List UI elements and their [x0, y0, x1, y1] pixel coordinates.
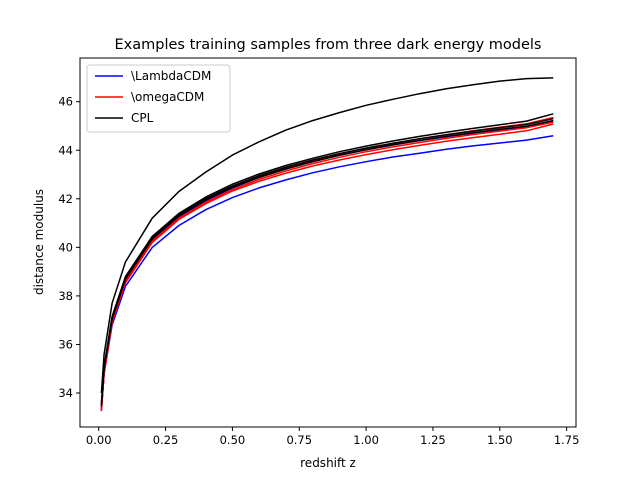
legend: \LambdaCDM \omegaCDM CPL [86, 64, 231, 133]
plot-area-frame [79, 57, 577, 428]
x-tick-label: 0.25 [153, 433, 179, 447]
y-tick-label: 36 [58, 337, 73, 351]
series-line-6 [100, 117, 554, 406]
x-axis-label: redshift z [300, 456, 356, 470]
y-tick-label: 42 [58, 192, 73, 206]
legend-box [86, 64, 231, 133]
x-tick-label: 0.00 [86, 433, 112, 447]
y-axis-ticks: 34 36 38 40 42 44 46 [58, 95, 80, 400]
x-tick-label: 0.50 [220, 433, 246, 447]
x-tick-label: 0.75 [286, 433, 312, 447]
series-line-3 [100, 121, 554, 411]
x-axis-ticks: 0.00 0.25 0.50 0.75 1.00 1.25 1.50 1.75 [86, 427, 580, 447]
series-line-1 [100, 119, 554, 409]
series-line-4 [100, 116, 554, 408]
x-tick-label: 1.75 [554, 433, 580, 447]
y-tick-label: 44 [58, 143, 73, 157]
x-tick-label: 1.00 [353, 433, 379, 447]
x-tick-label: 1.25 [420, 433, 446, 447]
series-line-0 [100, 134, 554, 411]
series-line-2 [100, 123, 554, 412]
legend-label-cpl: CPL [131, 111, 154, 125]
y-axis-label: distance modulus [32, 189, 46, 295]
series-line-7 [100, 119, 554, 407]
chart-title: Examples training samples from three dar… [115, 37, 542, 53]
y-tick-label: 34 [58, 386, 73, 400]
legend-label-omegacdm: \omegaCDM [131, 90, 204, 104]
x-tick-label: 1.50 [487, 433, 513, 447]
y-tick-label: 46 [58, 95, 73, 109]
plot-lines [100, 77, 554, 412]
legend-label-lambdacdm: \LambdaCDM [131, 69, 211, 83]
y-tick-label: 38 [58, 289, 73, 303]
y-tick-label: 40 [58, 240, 73, 254]
series-line-8 [100, 77, 554, 394]
